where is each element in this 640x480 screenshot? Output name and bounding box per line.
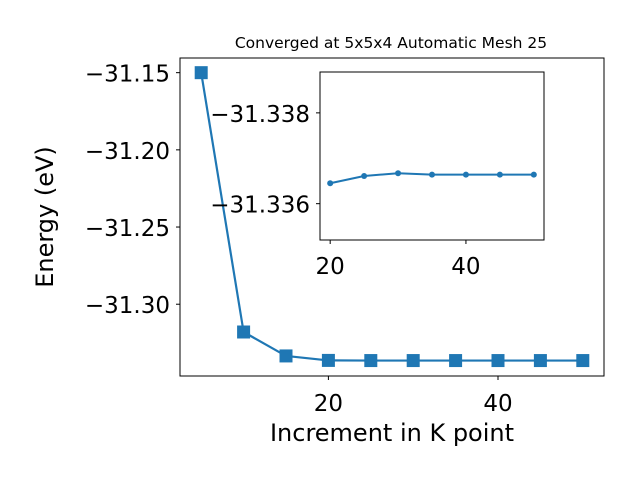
main-data-point <box>364 354 378 368</box>
inset-data-point <box>462 171 469 178</box>
inset-x-ticks: 20 40 <box>316 240 481 280</box>
inset-y-tick-label: −31.338 <box>210 102 310 128</box>
inset-data-point <box>530 171 537 178</box>
main-data-point <box>237 325 251 339</box>
main-data-point <box>321 353 335 367</box>
main-data-point <box>533 354 547 368</box>
inset-axes-frame <box>319 71 545 241</box>
main-x-tick-label: 20 <box>314 391 343 417</box>
main-series-line-0 <box>200 72 583 362</box>
main-data-point <box>406 354 420 368</box>
inset-background <box>320 72 544 240</box>
chart-title: Converged at 5x5x4 Automatic Mesh 25 <box>235 34 547 52</box>
main-y-ticks: −31.15 −31.20 −31.25 −31.30 <box>85 62 180 319</box>
inset-data-point <box>327 180 334 187</box>
inset-data-point <box>361 172 368 179</box>
inset-y-tick-label: −31.336 <box>210 193 310 219</box>
inset-data-point <box>429 171 435 178</box>
main-series-layer <box>194 66 590 368</box>
main-x-ticks: 20 40 <box>314 376 513 417</box>
inset-y-ticks: −31.338 −31.336 <box>210 102 320 219</box>
main-y-tick-label: −31.20 <box>85 139 170 165</box>
main-x-tick-label: 40 <box>483 391 512 417</box>
inset-data-point <box>395 170 402 177</box>
main-data-point <box>449 354 463 368</box>
main-y-tick-label: −31.25 <box>85 216 170 242</box>
main-data-point <box>279 349 293 363</box>
main-data-point <box>576 354 590 368</box>
inset-x-tick-label: 20 <box>316 254 345 280</box>
main-data-point <box>491 354 505 368</box>
main-axes-frame <box>179 57 605 377</box>
inset-data-point <box>496 171 503 178</box>
inset-plot: 20 40 −31.338−31.336 <box>210 71 545 280</box>
main-y-tick-label: −31.30 <box>85 293 170 319</box>
x-axis-label: Increment in K point <box>270 419 514 447</box>
main-plot: Converged at 5x5x4 Automatic Mesh 25 20 4… <box>31 34 605 447</box>
inset-series-layer <box>327 170 537 187</box>
main-y-tick-label: −31.15 <box>85 62 170 88</box>
main-data-point <box>194 66 208 80</box>
y-axis-label: Energy (eV) <box>31 146 59 288</box>
inset-x-tick-label: 40 <box>451 254 480 280</box>
